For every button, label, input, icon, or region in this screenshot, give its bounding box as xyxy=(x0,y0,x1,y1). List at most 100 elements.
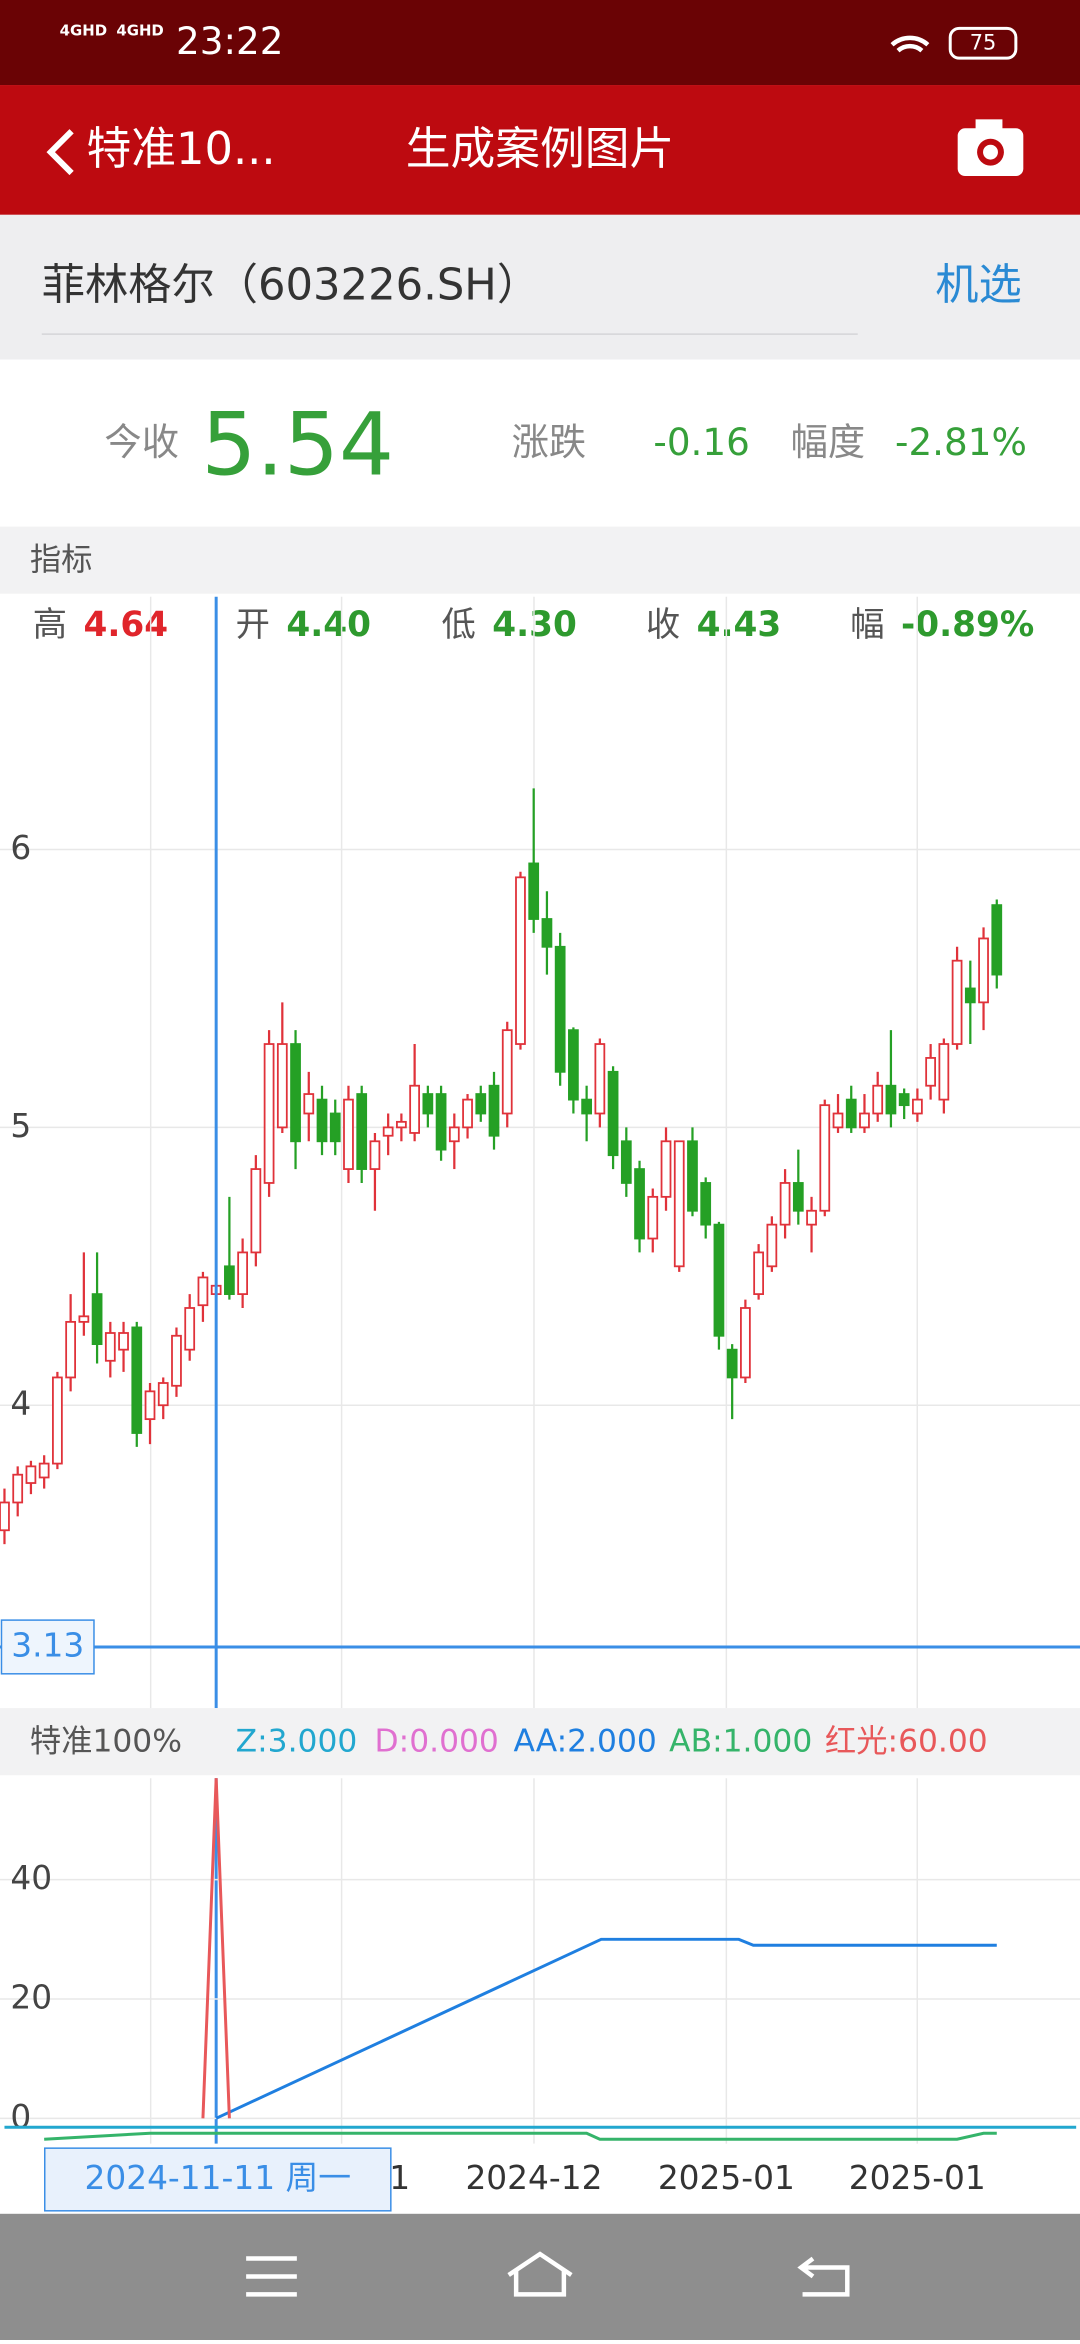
crosshair-price: 3.13 xyxy=(11,1626,84,1664)
x-tick-label: 2025-01 xyxy=(658,2159,795,2197)
candle-body xyxy=(0,1501,10,1532)
candle-body xyxy=(859,1112,870,1129)
indicator-line xyxy=(201,1778,231,2119)
candle-body xyxy=(554,945,566,1073)
candle-body xyxy=(118,1332,129,1351)
ohlc-label: 收 xyxy=(646,605,680,645)
x-tick-label: 2024-12 xyxy=(465,2159,602,2197)
candle-body xyxy=(329,1112,341,1143)
candle-body xyxy=(819,1104,831,1212)
candle-body xyxy=(898,1093,910,1107)
candle-body xyxy=(290,1043,301,1143)
candle-body xyxy=(660,1140,672,1198)
pct-value: -2.81% xyxy=(895,420,1027,464)
pct-label: 幅度 xyxy=(791,420,866,464)
charts: 4 5 6 3.13 特准100% Z:3.000 D:0.000 AA:2.000 AB:1.… xyxy=(0,596,1080,2212)
candle-body xyxy=(184,1307,196,1351)
candle-body xyxy=(607,1070,619,1157)
back-nav-button[interactable] xyxy=(797,2256,850,2297)
candle-body xyxy=(422,1093,434,1115)
wifi-icon xyxy=(890,35,930,53)
candle-body xyxy=(528,862,540,920)
camera-lens-inner[interactable] xyxy=(983,144,998,160)
x-tick-label: 2025-01 xyxy=(849,2159,986,2197)
candle-body xyxy=(806,1209,817,1226)
candle-body xyxy=(396,1120,407,1129)
candle-body xyxy=(568,1029,579,1101)
candle-body xyxy=(171,1334,182,1387)
candle-body xyxy=(104,1332,116,1362)
y-tick-label: 6 xyxy=(10,829,31,867)
ohlc-value: 4.40 xyxy=(286,605,371,645)
camera-button[interactable] xyxy=(957,119,1024,177)
indicator-line xyxy=(44,2131,997,2141)
ohlc-label: 高 xyxy=(33,605,67,645)
candle-body xyxy=(647,1195,659,1240)
legend-entry: 红光:60.00 xyxy=(825,1723,988,1759)
candle-body xyxy=(237,1251,248,1295)
back-button[interactable]: 特准10... xyxy=(87,122,276,175)
ohlc-label: 幅 xyxy=(850,605,884,645)
ohlc-label: 开 xyxy=(236,605,270,645)
network: 4GHD xyxy=(116,21,163,39)
candle-body xyxy=(700,1182,712,1226)
legend-entry: D:0.000 xyxy=(375,1723,499,1759)
candle-body xyxy=(740,1307,751,1379)
candle-body xyxy=(912,1098,923,1115)
candle-body xyxy=(792,1182,804,1212)
date-label-box xyxy=(44,2147,392,2212)
legend-entry: Z:3.000 xyxy=(236,1723,358,1759)
candle-body xyxy=(356,1093,368,1170)
candle-body xyxy=(541,918,553,948)
ohlc-label: 低 xyxy=(442,605,476,645)
candle-body xyxy=(925,1057,936,1087)
candle-body xyxy=(515,876,526,1045)
candle-body xyxy=(845,1098,857,1129)
legend-entry: AB:1.000 xyxy=(669,1723,812,1759)
header-title: 生成案例图片 xyxy=(406,122,674,175)
candle-body xyxy=(726,1348,738,1379)
candle-body xyxy=(435,1093,447,1151)
network: 4GHD xyxy=(60,21,107,39)
stock-name[interactable]: 菲林格尔（603226.SH） xyxy=(42,260,540,310)
indicator-label: 指标 xyxy=(30,542,93,578)
menu-button[interactable] xyxy=(246,2256,297,2297)
status-bar xyxy=(0,0,1080,86)
home-button[interactable] xyxy=(507,2251,573,2297)
candle-body xyxy=(687,1140,698,1212)
candle-body xyxy=(475,1093,487,1115)
back-icon[interactable] xyxy=(46,129,74,176)
time: 23:22 xyxy=(176,19,283,63)
candle-body xyxy=(224,1265,235,1295)
candle-body xyxy=(276,1043,288,1129)
close-price: 5.54 xyxy=(201,395,394,495)
candle-body xyxy=(753,1251,764,1295)
ohlc-value: -0.89% xyxy=(901,605,1034,645)
candle-body xyxy=(25,1465,37,1484)
candle-body xyxy=(991,904,1003,976)
candle-body xyxy=(501,1029,513,1115)
candle-body xyxy=(303,1093,315,1115)
indicator-title: 特准100% xyxy=(30,1723,182,1759)
camera-top[interactable] xyxy=(975,119,1003,132)
pick-button[interactable]: 机选 xyxy=(935,260,1022,310)
candle-body xyxy=(978,937,989,1004)
header xyxy=(0,85,1080,215)
close-label: 今收 xyxy=(104,420,179,464)
candle-body xyxy=(250,1168,262,1254)
candle-body xyxy=(832,1112,844,1129)
ohlc-value: 4.43 xyxy=(697,605,782,645)
candle-body xyxy=(38,1462,50,1479)
change-label: 涨跌 xyxy=(512,420,587,464)
y-tick-label: 4 xyxy=(10,1385,31,1423)
candle-body xyxy=(369,1140,381,1170)
candle-body xyxy=(938,1043,950,1101)
candle-body xyxy=(594,1043,606,1115)
candle-body xyxy=(131,1326,143,1434)
ohlc-value: 4.64 xyxy=(84,605,169,645)
y-tick-label: 0 xyxy=(10,2098,31,2136)
indicator-bar xyxy=(0,526,1080,594)
y-tick-label: 5 xyxy=(10,1107,31,1145)
